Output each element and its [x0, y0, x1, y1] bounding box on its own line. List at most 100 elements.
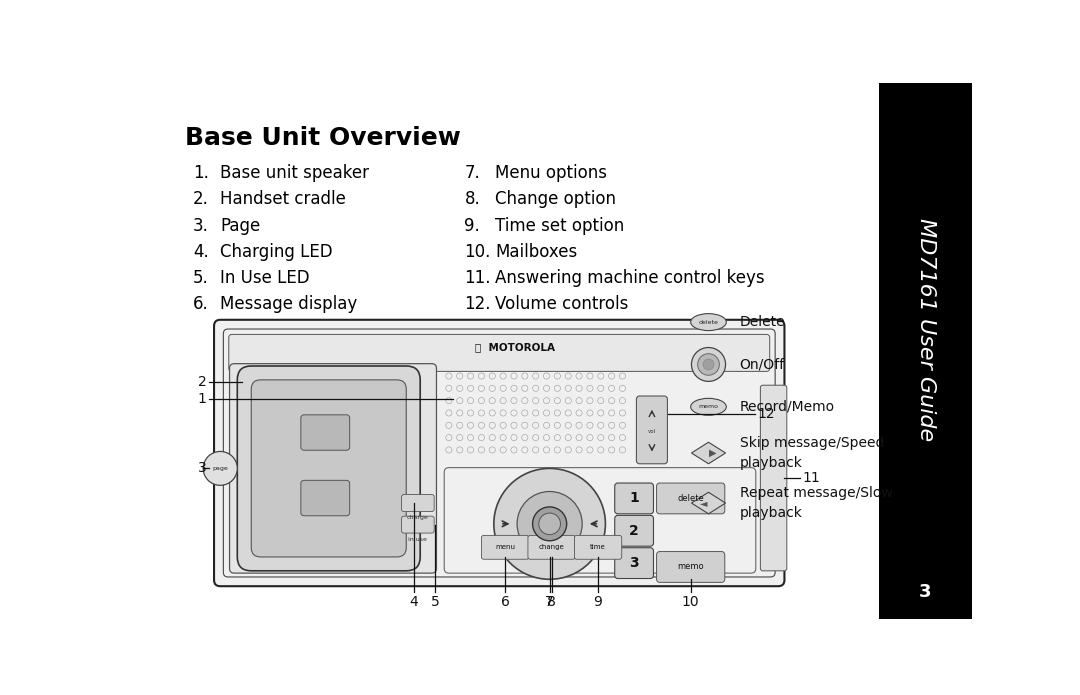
Circle shape: [619, 385, 625, 391]
Text: 11: 11: [802, 471, 820, 485]
Circle shape: [478, 385, 485, 391]
Circle shape: [489, 447, 496, 453]
Circle shape: [478, 434, 485, 441]
Circle shape: [565, 422, 571, 428]
Circle shape: [554, 385, 561, 391]
Circle shape: [532, 507, 567, 541]
Circle shape: [500, 398, 507, 404]
Circle shape: [619, 398, 625, 404]
Circle shape: [543, 410, 550, 416]
Circle shape: [494, 468, 606, 579]
Polygon shape: [691, 442, 726, 464]
FancyBboxPatch shape: [528, 535, 576, 559]
Circle shape: [468, 434, 474, 441]
Circle shape: [597, 410, 604, 416]
Text: time: time: [590, 544, 606, 550]
FancyBboxPatch shape: [402, 516, 434, 533]
Circle shape: [554, 447, 561, 453]
Circle shape: [478, 422, 485, 428]
Text: Page: Page: [220, 217, 260, 235]
Ellipse shape: [691, 313, 727, 331]
Circle shape: [565, 398, 571, 404]
Circle shape: [468, 447, 474, 453]
Text: Record/Memo: Record/Memo: [740, 400, 835, 414]
Circle shape: [619, 373, 625, 379]
Circle shape: [446, 422, 451, 428]
Circle shape: [554, 373, 561, 379]
Circle shape: [532, 398, 539, 404]
Circle shape: [597, 422, 604, 428]
Circle shape: [511, 373, 517, 379]
Text: Handset cradle: Handset cradle: [220, 190, 346, 208]
Text: 7.: 7.: [464, 164, 481, 182]
Circle shape: [468, 373, 474, 379]
Circle shape: [565, 385, 571, 391]
Circle shape: [446, 410, 451, 416]
Text: memo: memo: [677, 562, 704, 571]
Circle shape: [691, 348, 726, 382]
Circle shape: [554, 410, 561, 416]
Circle shape: [500, 373, 507, 379]
Circle shape: [565, 373, 571, 379]
Circle shape: [539, 513, 561, 534]
Text: 11.: 11.: [464, 269, 491, 287]
Circle shape: [489, 422, 496, 428]
Circle shape: [203, 452, 238, 485]
Circle shape: [522, 447, 528, 453]
FancyBboxPatch shape: [657, 552, 725, 582]
Text: 5: 5: [431, 596, 440, 610]
Text: 7: 7: [545, 596, 554, 610]
Circle shape: [511, 385, 517, 391]
Text: On/Off: On/Off: [740, 357, 785, 371]
Text: delete: delete: [699, 320, 718, 325]
Circle shape: [522, 373, 528, 379]
Circle shape: [532, 410, 539, 416]
Text: 3: 3: [919, 582, 932, 600]
Circle shape: [576, 385, 582, 391]
Circle shape: [511, 410, 517, 416]
Circle shape: [543, 422, 550, 428]
Text: Message display: Message display: [220, 295, 357, 313]
Circle shape: [489, 398, 496, 404]
Circle shape: [478, 447, 485, 453]
Circle shape: [597, 447, 604, 453]
Text: 1: 1: [198, 392, 206, 406]
Circle shape: [586, 447, 593, 453]
Text: Answering machine control keys: Answering machine control keys: [496, 269, 765, 287]
Text: Volume controls: Volume controls: [496, 295, 629, 313]
Text: 5.: 5.: [193, 269, 208, 287]
Text: In Use LED: In Use LED: [220, 269, 310, 287]
Circle shape: [576, 422, 582, 428]
Circle shape: [511, 434, 517, 441]
Circle shape: [468, 385, 474, 391]
Circle shape: [586, 385, 593, 391]
Text: Base Unit Overview: Base Unit Overview: [186, 126, 461, 149]
Circle shape: [608, 373, 615, 379]
Text: Mailboxes: Mailboxes: [496, 243, 578, 261]
Circle shape: [554, 422, 561, 428]
Text: Ⓜ  MOTOROLA: Ⓜ MOTOROLA: [475, 343, 555, 352]
Circle shape: [446, 373, 451, 379]
Circle shape: [522, 410, 528, 416]
Text: Base unit speaker: Base unit speaker: [220, 164, 369, 182]
Circle shape: [457, 422, 463, 428]
Circle shape: [500, 447, 507, 453]
Text: Menu options: Menu options: [496, 164, 607, 182]
FancyBboxPatch shape: [615, 516, 653, 546]
Text: page: page: [213, 466, 228, 471]
Circle shape: [619, 422, 625, 428]
Circle shape: [457, 385, 463, 391]
Text: 6: 6: [501, 596, 510, 610]
Text: ▶: ▶: [710, 448, 717, 458]
Circle shape: [608, 447, 615, 453]
Circle shape: [565, 447, 571, 453]
Circle shape: [576, 373, 582, 379]
Text: 1.: 1.: [193, 164, 210, 182]
Text: 9: 9: [594, 596, 603, 610]
Circle shape: [543, 434, 550, 441]
Circle shape: [586, 422, 593, 428]
Circle shape: [489, 434, 496, 441]
Circle shape: [457, 447, 463, 453]
Text: charge: charge: [407, 516, 429, 521]
FancyBboxPatch shape: [615, 548, 653, 578]
